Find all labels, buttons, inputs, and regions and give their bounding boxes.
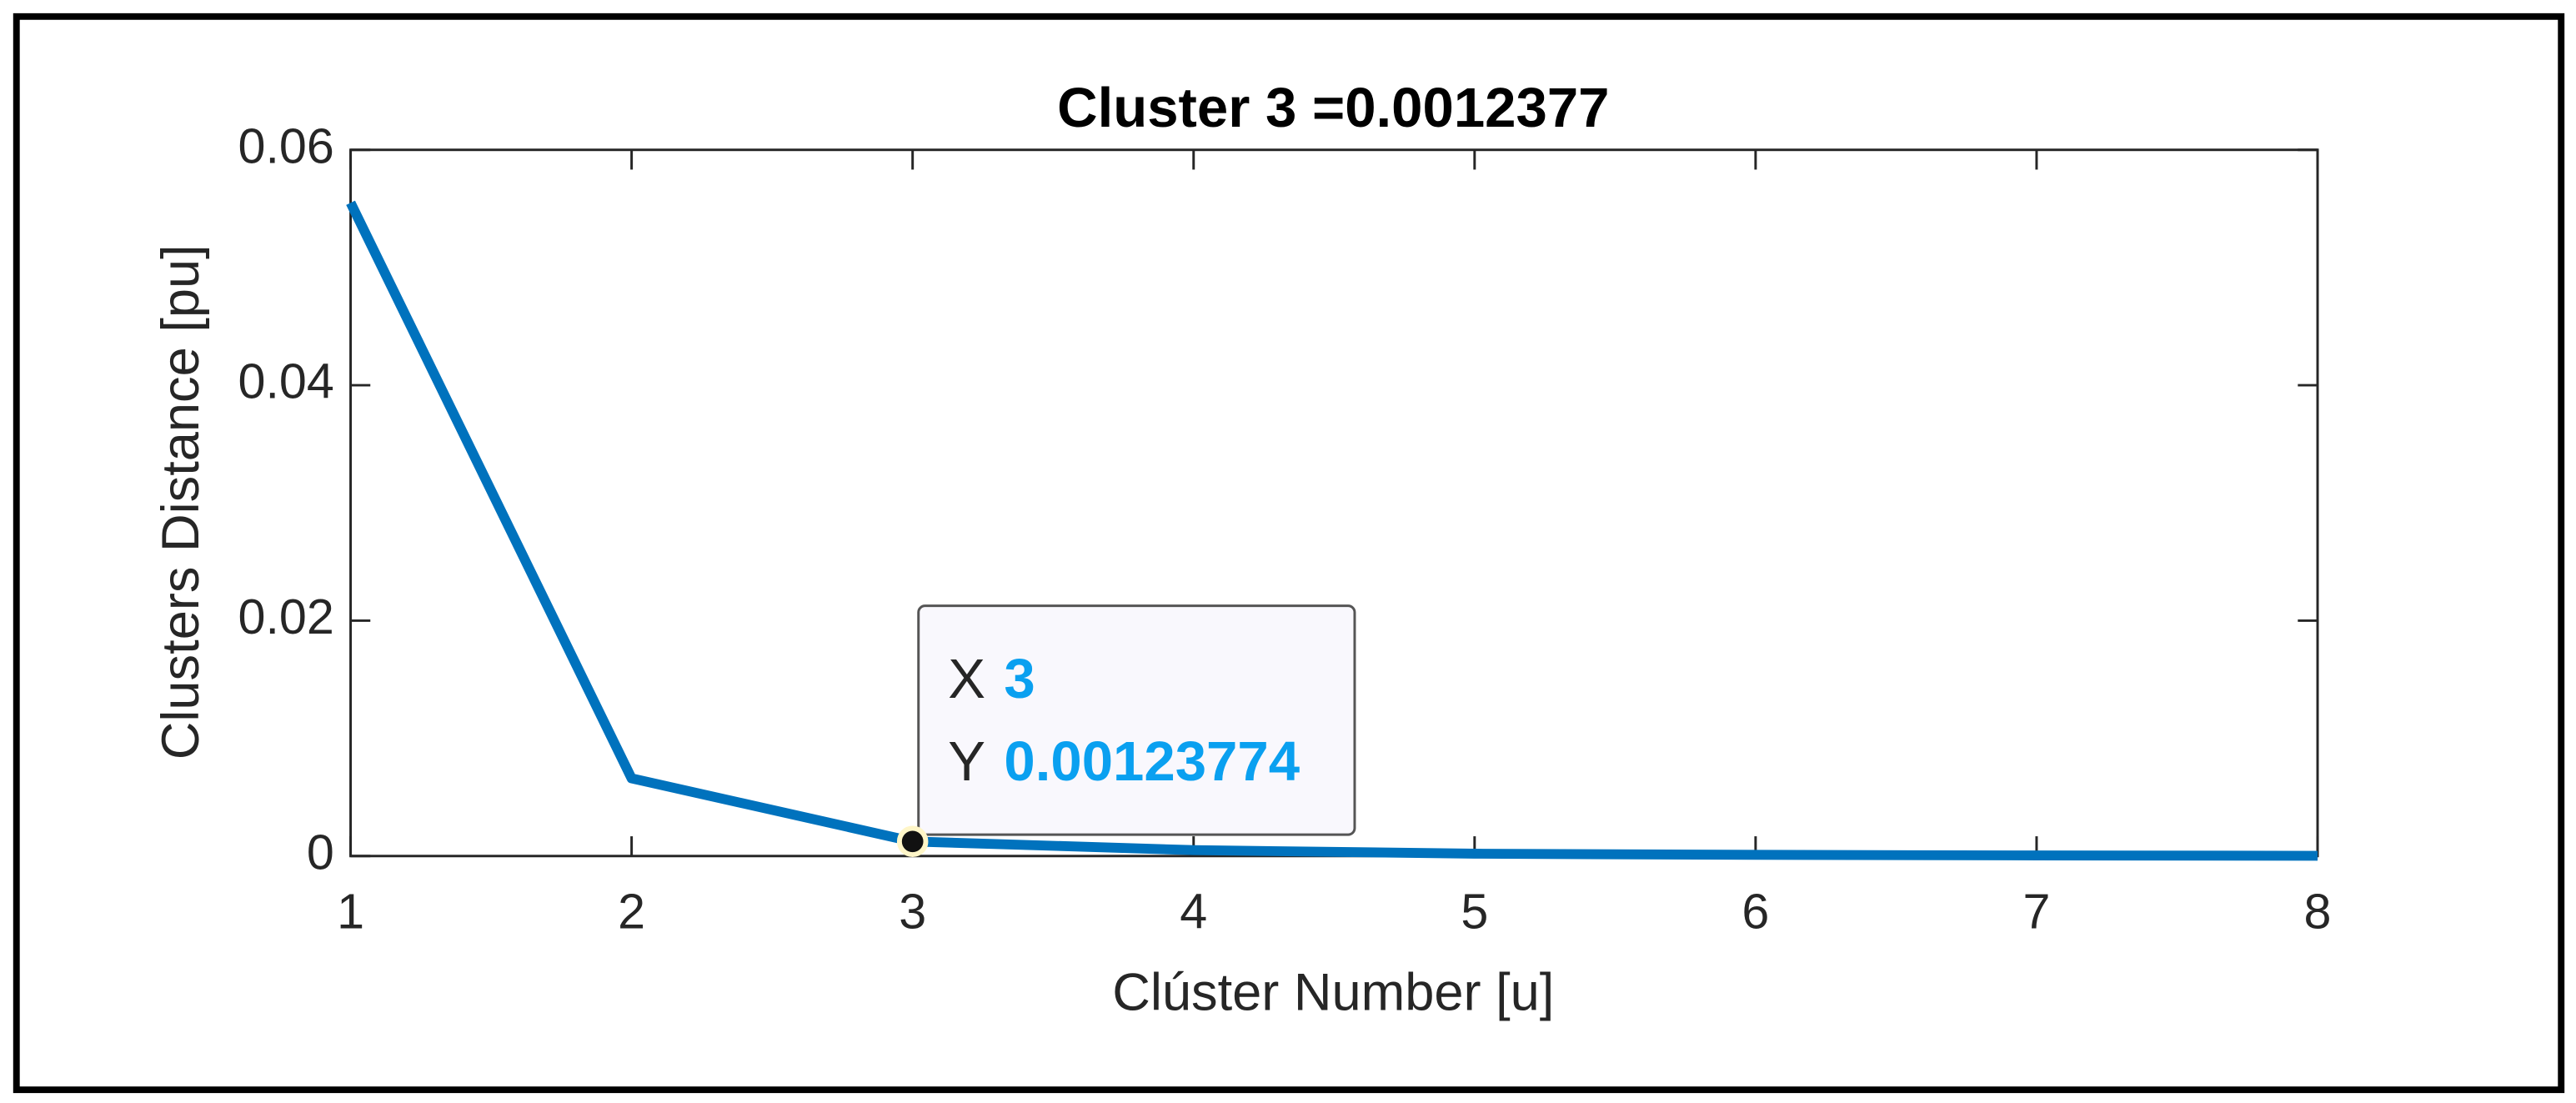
datatip-x-name: X (948, 648, 985, 710)
y-axis-label: Clusters Distance [pu] (152, 244, 210, 760)
datatip-y-value: 0.00123774 (1004, 730, 1300, 793)
x-tick-label: 5 (1461, 883, 1488, 939)
x-tick-label: 8 (2304, 883, 2332, 939)
x-tick-label: 4 (1180, 883, 1207, 939)
x-tick-label: 1 (337, 883, 364, 939)
chart-title: Cluster 3 =0.0012377 (1057, 77, 1609, 139)
x-axis-label: Clúster Number [u] (1112, 963, 1554, 1021)
datatip-marker (896, 825, 929, 858)
x-tick-label: 7 (2022, 883, 2050, 939)
datatip-x-value: 3 (1004, 648, 1035, 710)
y-tick-label: 0 (307, 824, 334, 880)
datatip-y-name: Y (948, 730, 985, 793)
y-tick-label: 0.06 (238, 118, 334, 173)
x-tick-label: 3 (899, 883, 926, 939)
datatip-box (917, 604, 1356, 836)
x-tick-label: 6 (1742, 883, 1769, 939)
y-tick-label: 0.04 (238, 353, 334, 409)
y-tick-label: 0.02 (238, 589, 334, 644)
data-line (346, 200, 2318, 861)
x-tick-label: 2 (618, 883, 645, 939)
